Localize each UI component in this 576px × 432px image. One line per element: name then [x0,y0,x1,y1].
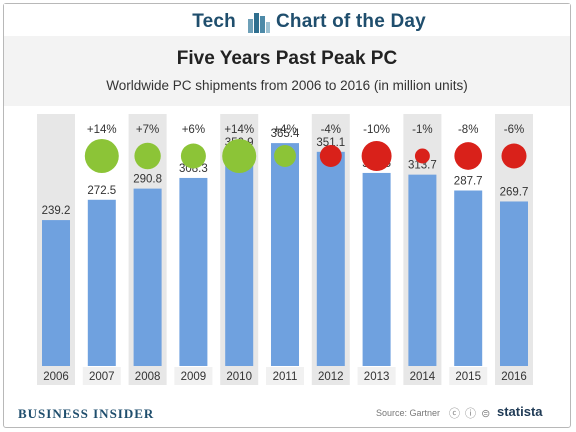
title-band: Five Years Past Peak PC Worldwide PC shi… [4,36,570,106]
value-label: 351.1 [316,137,345,149]
category-label: 2006 [43,371,69,383]
growth-label: -10% [363,124,390,136]
category-band [266,367,304,385]
category-label: 2010 [226,371,252,383]
growth-bubble [84,139,119,173]
value-label: 365.4 [271,128,300,140]
growth-bubble [414,148,430,164]
value-label: 239.2 [42,205,71,217]
bar [454,190,483,366]
growth-bubble [361,141,392,171]
value-label: 290.8 [133,174,162,186]
growth-label: -6% [504,124,524,136]
header-chart-of-the-day-label: Chart of the Day [276,11,426,32]
chart-title: Five Years Past Peak PC [176,48,398,69]
bar [225,151,254,366]
chart-subtitle: Worldwide PC shipments from 2006 to 2016… [106,78,468,93]
value-label: 313.7 [408,160,437,172]
category-band [357,367,396,385]
value-label: 272.5 [87,185,116,197]
growth-label: +14% [224,124,254,136]
growth-bubble [319,145,342,167]
category-label: 2011 [273,371,298,383]
category-label: 2009 [181,371,207,383]
growth-bubble [454,142,483,170]
business-insider-logo: BUSINESS INSIDER [18,406,155,421]
growth-label: +7% [136,124,159,136]
header-band: Tech Chart of the Day [4,4,570,36]
bar [179,177,208,366]
bar [42,220,70,366]
growth-label: +14% [87,124,117,136]
growth-bubble [501,143,527,169]
category-label: 2013 [364,371,390,383]
growth-bubble [134,142,161,170]
category-label: 2008 [135,371,161,383]
bar [271,143,299,366]
category-label: 2015 [455,371,481,383]
bar-chart-logo-icon [248,13,270,33]
category-band [174,367,213,385]
category-label: 2007 [89,371,115,383]
category-label: 2016 [501,371,527,383]
growth-bubble [274,145,296,167]
value-label: 269.7 [500,186,529,198]
bar [500,201,528,366]
growth-label: -4% [321,124,341,136]
growth-bubble [222,139,257,173]
growth-label: +4% [273,124,296,136]
header-tech-label: Tech [192,11,236,32]
bar [87,199,116,366]
growth-label: -8% [458,124,478,136]
category-label: 2014 [410,371,436,383]
category-band [82,367,121,385]
cc-license-icon: ⓒ ⓘ ⊜ [449,408,492,420]
source-note: Source: Gartner [375,408,440,418]
growth-bubble [180,143,206,169]
statista-logo: statista [497,404,543,419]
growth-label: -1% [412,124,432,136]
category-label: 2012 [318,371,344,383]
bar [362,172,391,366]
bar [133,188,162,366]
bar [408,174,437,366]
bar [316,151,345,366]
value-label: 287.7 [454,176,483,188]
growth-label: +6% [182,124,205,136]
category-band [449,367,488,385]
